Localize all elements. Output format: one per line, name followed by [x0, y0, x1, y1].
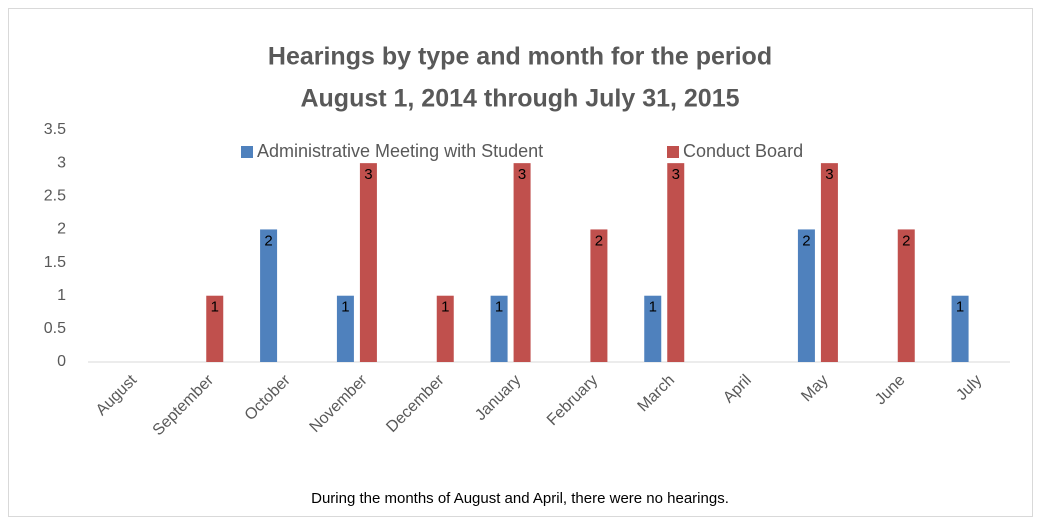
data-label: 1 [341, 299, 349, 316]
bar [513, 163, 531, 362]
bar [436, 295, 454, 362]
bar [359, 163, 377, 362]
bar [897, 229, 915, 362]
bar [206, 295, 224, 362]
data-label: 3 [825, 166, 833, 183]
bar [820, 163, 838, 362]
y-tick-label: 2 [57, 221, 66, 238]
chart-title: Hearings by type and month for the perio… [268, 43, 772, 71]
y-tick-label: 1 [57, 287, 66, 304]
bar [951, 295, 969, 362]
bar [590, 229, 608, 362]
chart-title: August 1, 2014 through July 31, 2015 [300, 85, 739, 113]
data-label: 2 [264, 232, 272, 249]
bar [644, 295, 662, 362]
data-label: 2 [902, 232, 910, 249]
data-label: 3 [518, 166, 526, 183]
bar [336, 295, 354, 362]
data-label: 1 [495, 299, 503, 316]
bar [797, 229, 815, 362]
annotation: During the months of August and April, t… [311, 490, 729, 507]
data-label: 3 [364, 166, 372, 183]
data-label: 2 [595, 232, 603, 249]
bar [490, 295, 508, 362]
data-label: 1 [211, 299, 219, 316]
bar [260, 229, 278, 362]
y-tick-label: 3.5 [44, 121, 66, 138]
data-label: 2 [802, 232, 810, 249]
legend-swatch [241, 146, 253, 158]
legend-label: Conduct Board [683, 141, 803, 161]
y-tick-label: 1.5 [44, 254, 66, 271]
bar [667, 163, 685, 362]
data-label: 1 [649, 299, 657, 316]
legend-label: Administrative Meeting with Student [257, 141, 543, 161]
y-tick-label: 3 [57, 154, 66, 171]
y-tick-label: 0.5 [44, 320, 66, 337]
legend-swatch [667, 146, 679, 158]
data-label: 1 [956, 299, 964, 316]
data-label: 3 [672, 166, 680, 183]
data-label: 1 [441, 299, 449, 316]
y-tick-label: 2.5 [44, 188, 66, 205]
y-tick-label: 0 [57, 353, 66, 370]
